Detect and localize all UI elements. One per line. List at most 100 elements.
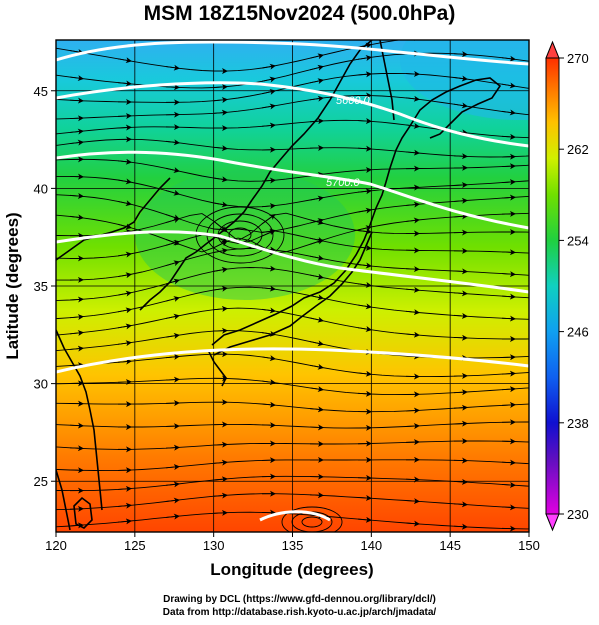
colorbar-ticks: 270 262 254 246 238 230	[559, 51, 589, 522]
x-axis-label: Longitude (degrees)	[210, 560, 373, 579]
streamline-arrow	[357, 326, 372, 332]
streamline-arrow	[405, 286, 420, 293]
streamline-arrow	[357, 71, 372, 78]
streamline-arrow	[453, 420, 468, 427]
credit-line-drawing: Drawing by DCL (https://www.gfd-dennou.o…	[163, 594, 436, 605]
streamline-arrow	[453, 478, 468, 485]
streamline-arrow	[357, 55, 372, 61]
streamline-arrow	[117, 323, 132, 330]
colorbar-gradient	[545, 57, 560, 515]
streamline-arrow	[453, 312, 468, 319]
streamline-arrow	[405, 407, 420, 414]
streamline-arrow	[117, 251, 132, 258]
streamline-arrow	[405, 95, 420, 102]
streamline-arrow	[501, 179, 516, 186]
streamline-arrow	[213, 176, 228, 183]
streamline-arrow	[165, 464, 180, 471]
streamline-arrow	[357, 118, 372, 125]
streamline-arrow	[501, 481, 516, 488]
streamline-arrow	[165, 313, 180, 320]
streamline-arrow	[405, 184, 420, 191]
streamline-arrow	[413, 40, 420, 41]
streamline-arrow	[165, 84, 180, 91]
streamline-arrow	[453, 290, 468, 297]
streamline-arrow	[261, 379, 276, 386]
streamline-arrow	[165, 260, 180, 267]
streamline-arrow	[453, 501, 468, 508]
streamline-arrow	[69, 296, 84, 303]
streamline-arrow	[165, 240, 180, 246]
streamline-arrow	[309, 53, 324, 60]
streamline-arrow	[165, 296, 180, 302]
streamline-arrow	[213, 441, 228, 448]
streamline-arrow	[405, 520, 420, 527]
streamline-arrow	[165, 513, 180, 520]
streamline-arrow	[357, 390, 372, 397]
streamline-arrow	[357, 516, 372, 523]
streamline-arrow	[405, 217, 420, 224]
streamline-arrow	[453, 102, 468, 109]
streamline-arrow	[165, 497, 180, 504]
streamline-arrow	[261, 76, 276, 83]
streamline-arrow	[213, 201, 228, 208]
x-tick-label: 130	[203, 538, 225, 553]
streamline-arrow	[213, 327, 228, 334]
plot-area: 5600.0 5700.0	[56, 34, 529, 532]
streamline-arrow	[501, 459, 516, 466]
streamline-arrow	[405, 266, 420, 273]
y-tick-label: 25	[34, 474, 48, 489]
chart-title: MSM 18Z15Nov2024 (500.0hPa)	[143, 2, 456, 25]
colorbar-tick-label: 230	[567, 507, 589, 522]
streamline-arrow	[309, 78, 324, 85]
streamline-arrow	[165, 64, 180, 71]
streamline-arrow	[501, 504, 516, 511]
streamline-arrow	[261, 355, 276, 362]
colorbar-tick-label: 270	[567, 51, 589, 66]
coastlines	[56, 40, 502, 531]
streamline-arrow	[453, 75, 468, 82]
streamline-arrow	[501, 315, 516, 322]
streamline-arrow	[309, 273, 324, 280]
x-tick-label: 145	[439, 538, 461, 553]
colorbar-lower-triangle	[545, 513, 560, 532]
streamline-arrow	[453, 213, 468, 220]
streamline-arrow	[165, 139, 180, 146]
credits: Drawing by DCL (https://www.gfd-dennou.o…	[0, 593, 599, 619]
y-tick-label: 45	[34, 84, 48, 99]
colorbar-tick-label: 262	[567, 142, 589, 157]
streamline-arrow	[165, 217, 180, 224]
streamline-arrow	[165, 481, 180, 488]
streamline-arrow	[501, 133, 516, 140]
streamline-arrow	[357, 281, 372, 288]
streamline-arrow	[357, 188, 372, 195]
streamline-arrow	[309, 340, 324, 347]
streamline-arrow	[69, 128, 84, 135]
streamline-arrow	[453, 153, 468, 160]
streamline-arrow	[213, 240, 228, 248]
x-tick-label: 150	[518, 538, 540, 553]
streamline-arrow	[501, 163, 516, 170]
streamline-arrow	[309, 406, 324, 413]
height-contours	[56, 40, 529, 522]
streamline-arrow	[261, 203, 276, 210]
streamline-arrow	[309, 64, 324, 71]
streamline-arrow	[501, 401, 516, 408]
streamline-arrow	[261, 401, 276, 408]
streamline-arrow	[117, 340, 132, 347]
streamline-arrow	[117, 158, 132, 165]
streamline-arrow	[357, 494, 372, 501]
x-tick-label: 140	[360, 538, 382, 553]
streamline-arrow	[213, 509, 228, 516]
streamline-arrow	[117, 272, 132, 279]
streamline-arrow	[309, 294, 324, 301]
streamline-arrow	[453, 404, 468, 411]
y-axis-ticks: 25 30 35 40 45	[34, 84, 56, 489]
streamline-arrow	[405, 423, 420, 430]
colorbar-tick-label: 238	[567, 416, 589, 431]
streamline-arrow	[117, 80, 132, 87]
y-tick-label: 35	[34, 279, 48, 294]
streamline-arrow	[502, 34, 514, 35]
colorbar-tick-label: 254	[567, 233, 589, 248]
contour-label-5700: 5700.0	[326, 177, 361, 189]
streamline-arrow	[69, 362, 84, 369]
